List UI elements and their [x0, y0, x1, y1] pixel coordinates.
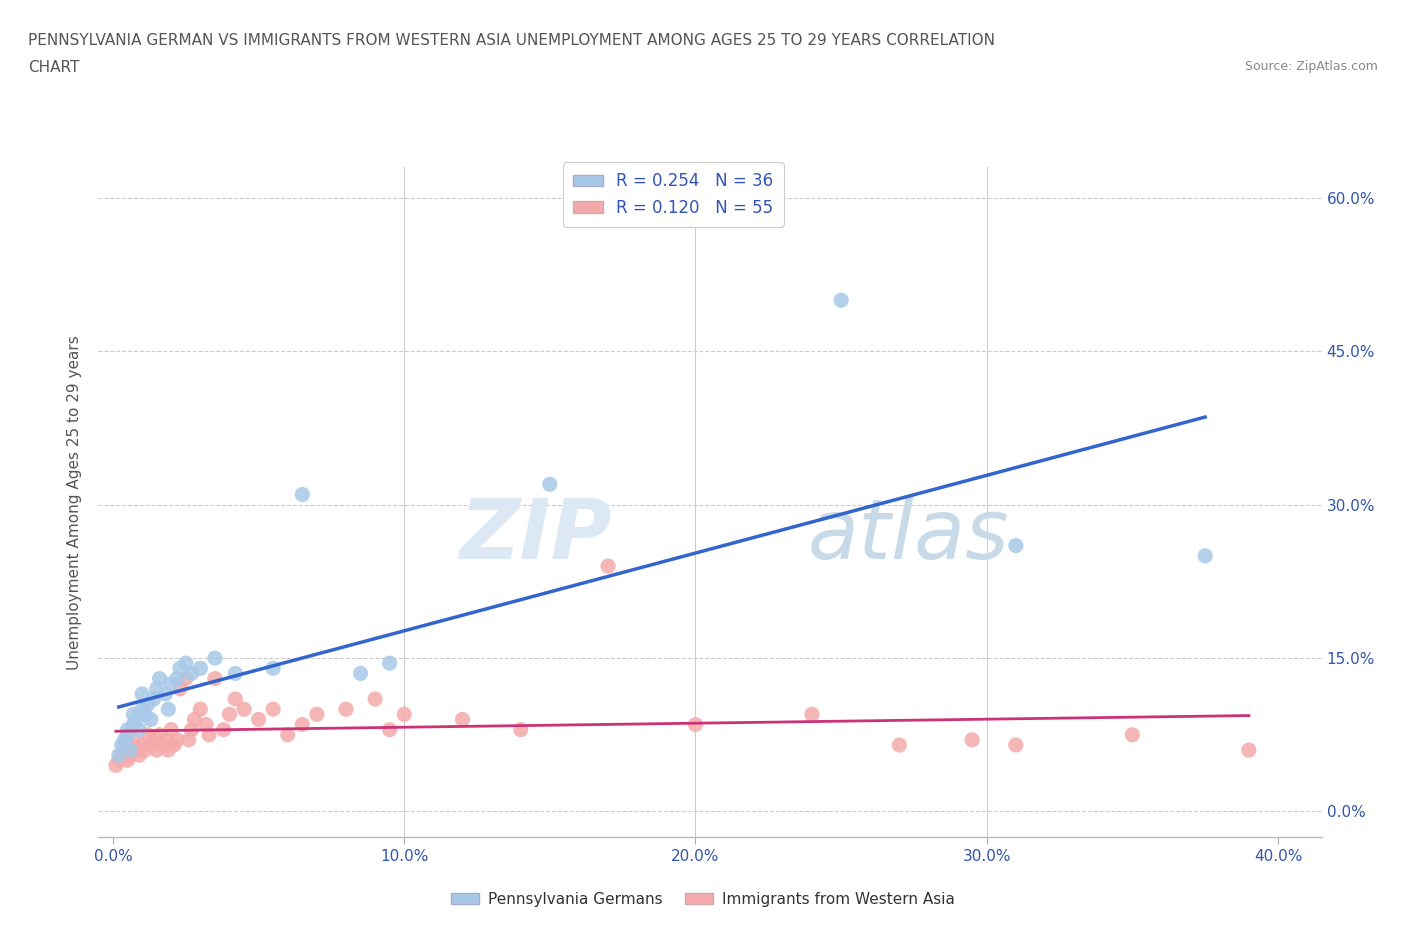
Point: [120, 743, 142, 758]
Point: [104, 758, 127, 773]
Point: [122, 733, 145, 748]
Point: [364, 692, 387, 707]
Legend: Pennsylvania Germans, Immigrants from Western Asia: Pennsylvania Germans, Immigrants from We…: [446, 886, 960, 913]
Legend: R = 0.254   N = 36, R = 0.120   N = 55: R = 0.254 N = 36, R = 0.120 N = 55: [564, 163, 783, 227]
Point: [291, 717, 314, 732]
Point: [538, 477, 561, 492]
Point: [218, 707, 240, 722]
Point: [117, 753, 139, 768]
Text: atlas: atlas: [808, 495, 1010, 577]
Point: [1194, 549, 1216, 564]
Point: [157, 702, 180, 717]
Point: [451, 712, 474, 727]
Point: [134, 743, 156, 758]
Point: [136, 727, 159, 742]
Point: [111, 737, 134, 752]
Point: [152, 737, 174, 752]
Point: [125, 712, 148, 727]
Point: [262, 702, 284, 717]
Point: [224, 666, 246, 681]
Point: [305, 707, 328, 722]
Point: [134, 707, 156, 722]
Point: [198, 727, 221, 742]
Point: [166, 733, 188, 748]
Point: [131, 686, 153, 701]
Point: [598, 559, 620, 574]
Point: [335, 702, 357, 717]
Point: [174, 671, 197, 686]
Point: [233, 702, 256, 717]
Point: [163, 737, 186, 752]
Point: [122, 717, 145, 732]
Point: [174, 656, 197, 671]
Point: [224, 692, 246, 707]
Point: [160, 723, 183, 737]
Point: [149, 727, 172, 742]
Point: [378, 656, 401, 671]
Point: [1237, 743, 1260, 758]
Point: [131, 737, 153, 752]
Point: [349, 666, 371, 681]
Point: [114, 733, 136, 748]
Point: [960, 733, 983, 748]
Point: [394, 707, 416, 722]
Point: [155, 686, 177, 701]
Point: [180, 666, 202, 681]
Point: [247, 712, 270, 727]
Point: [277, 727, 299, 742]
Point: [145, 743, 167, 758]
Text: Source: ZipAtlas.com: Source: ZipAtlas.com: [1244, 60, 1378, 73]
Point: [183, 712, 205, 727]
Point: [125, 743, 148, 758]
Point: [160, 676, 183, 691]
Text: ZIP: ZIP: [460, 495, 612, 577]
Point: [830, 293, 852, 308]
Point: [1121, 727, 1143, 742]
Point: [117, 727, 139, 742]
Point: [169, 682, 191, 697]
Point: [157, 743, 180, 758]
Text: PENNSYLVANIA GERMAN VS IMMIGRANTS FROM WESTERN ASIA UNEMPLOYMENT AMONG AGES 25 T: PENNSYLVANIA GERMAN VS IMMIGRANTS FROM W…: [28, 33, 995, 47]
Text: CHART: CHART: [28, 60, 80, 75]
Point: [128, 723, 150, 737]
Point: [188, 702, 212, 717]
Point: [1004, 538, 1026, 553]
Point: [120, 748, 142, 763]
Point: [136, 697, 159, 711]
Point: [142, 733, 165, 748]
Point: [139, 712, 162, 727]
Point: [128, 748, 150, 763]
Point: [111, 748, 134, 763]
Point: [177, 733, 200, 748]
Point: [108, 748, 131, 763]
Point: [131, 702, 153, 717]
Y-axis label: Unemployment Among Ages 25 to 29 years: Unemployment Among Ages 25 to 29 years: [67, 335, 83, 670]
Point: [145, 682, 167, 697]
Point: [204, 651, 226, 666]
Point: [212, 723, 235, 737]
Point: [155, 733, 177, 748]
Point: [685, 717, 707, 732]
Point: [149, 671, 172, 686]
Point: [117, 723, 139, 737]
Point: [169, 661, 191, 676]
Point: [139, 737, 162, 752]
Point: [188, 661, 212, 676]
Point: [204, 671, 226, 686]
Point: [509, 723, 531, 737]
Point: [889, 737, 911, 752]
Point: [117, 737, 139, 752]
Point: [108, 753, 131, 768]
Point: [114, 743, 136, 758]
Point: [166, 671, 188, 686]
Point: [142, 692, 165, 707]
Point: [291, 487, 314, 502]
Point: [1004, 737, 1026, 752]
Point: [195, 717, 218, 732]
Point: [180, 723, 202, 737]
Point: [801, 707, 824, 722]
Point: [378, 723, 401, 737]
Point: [122, 707, 145, 722]
Point: [262, 661, 284, 676]
